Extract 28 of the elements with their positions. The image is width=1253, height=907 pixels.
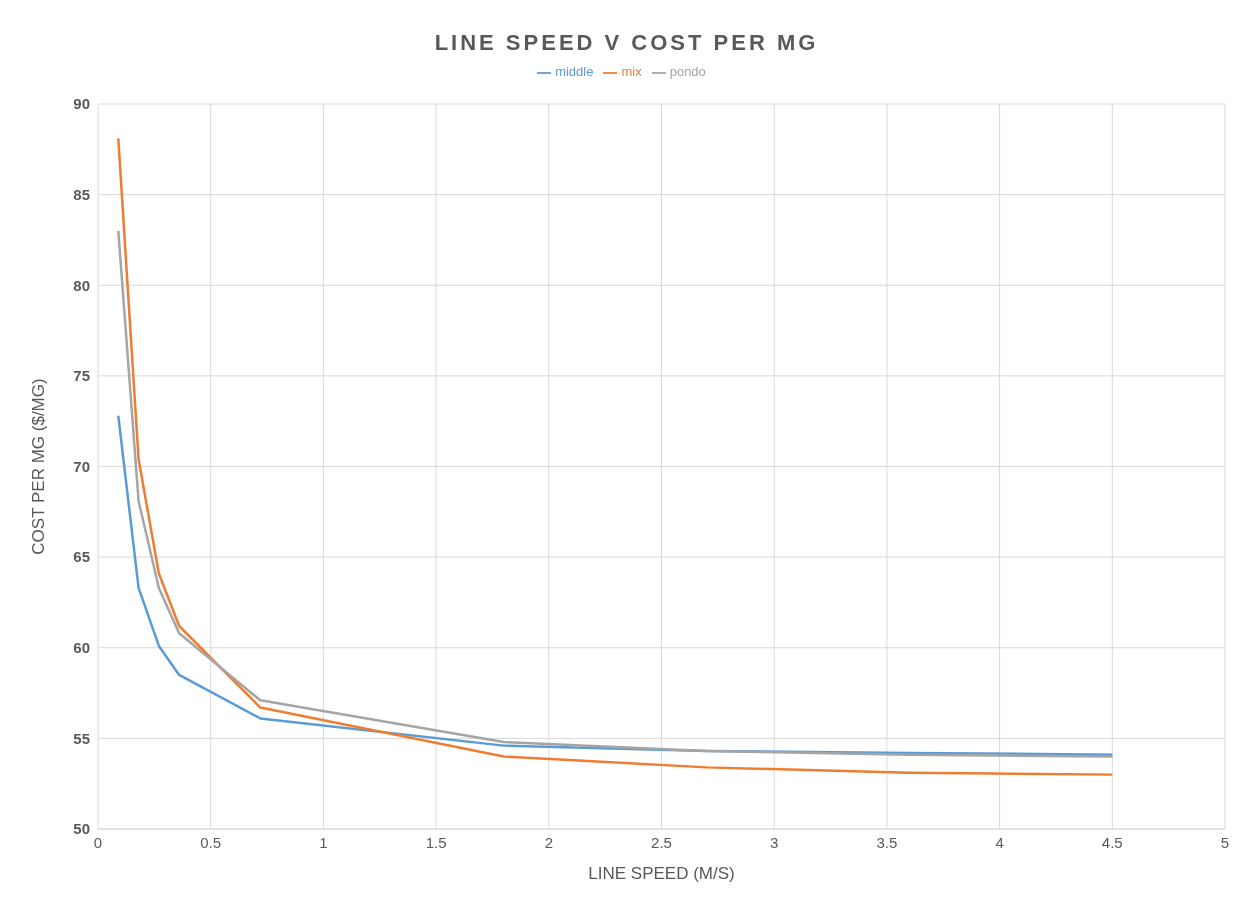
x-tick-label: 2: [544, 833, 553, 851]
y-tick-label: 75: [73, 367, 90, 385]
x-axis-title: LINE SPEED (M/S): [588, 864, 735, 883]
x-tick-label: 1: [319, 833, 328, 851]
x-tick-label: 4: [995, 833, 1004, 851]
x-tick-label: 0.5: [200, 833, 222, 851]
x-tick-label: 5: [1220, 833, 1230, 851]
x-tick-label: 2.5: [651, 833, 672, 851]
legend-label: mix: [621, 64, 642, 79]
x-tick-label: 0: [93, 833, 103, 851]
x-tick-label: 3.5: [876, 833, 898, 851]
legend-label: pondo: [669, 64, 706, 79]
y-tick-label: 50: [73, 820, 90, 838]
x-tick-label: 1.5: [425, 833, 447, 851]
y-tick-label: 70: [73, 457, 90, 475]
y-tick-label: 55: [73, 729, 90, 747]
y-axis-title: COST PER MG ($/MG): [29, 378, 49, 555]
line-series: [117, 137, 1114, 776]
y-tick-label: 60: [73, 639, 90, 657]
line-series: [117, 229, 1114, 758]
legend-label: middle: [555, 64, 594, 79]
y-tick-label: 90: [73, 95, 90, 113]
chart-title: LINE SPEED V COST PER MG: [433, 29, 820, 57]
y-tick-label: 80: [73, 276, 90, 294]
y-tick-label: 65: [73, 548, 90, 566]
y-tick-label: 85: [73, 185, 90, 203]
x-tick-label: 3: [770, 833, 779, 851]
x-tick-label: 4.5: [1101, 833, 1123, 851]
